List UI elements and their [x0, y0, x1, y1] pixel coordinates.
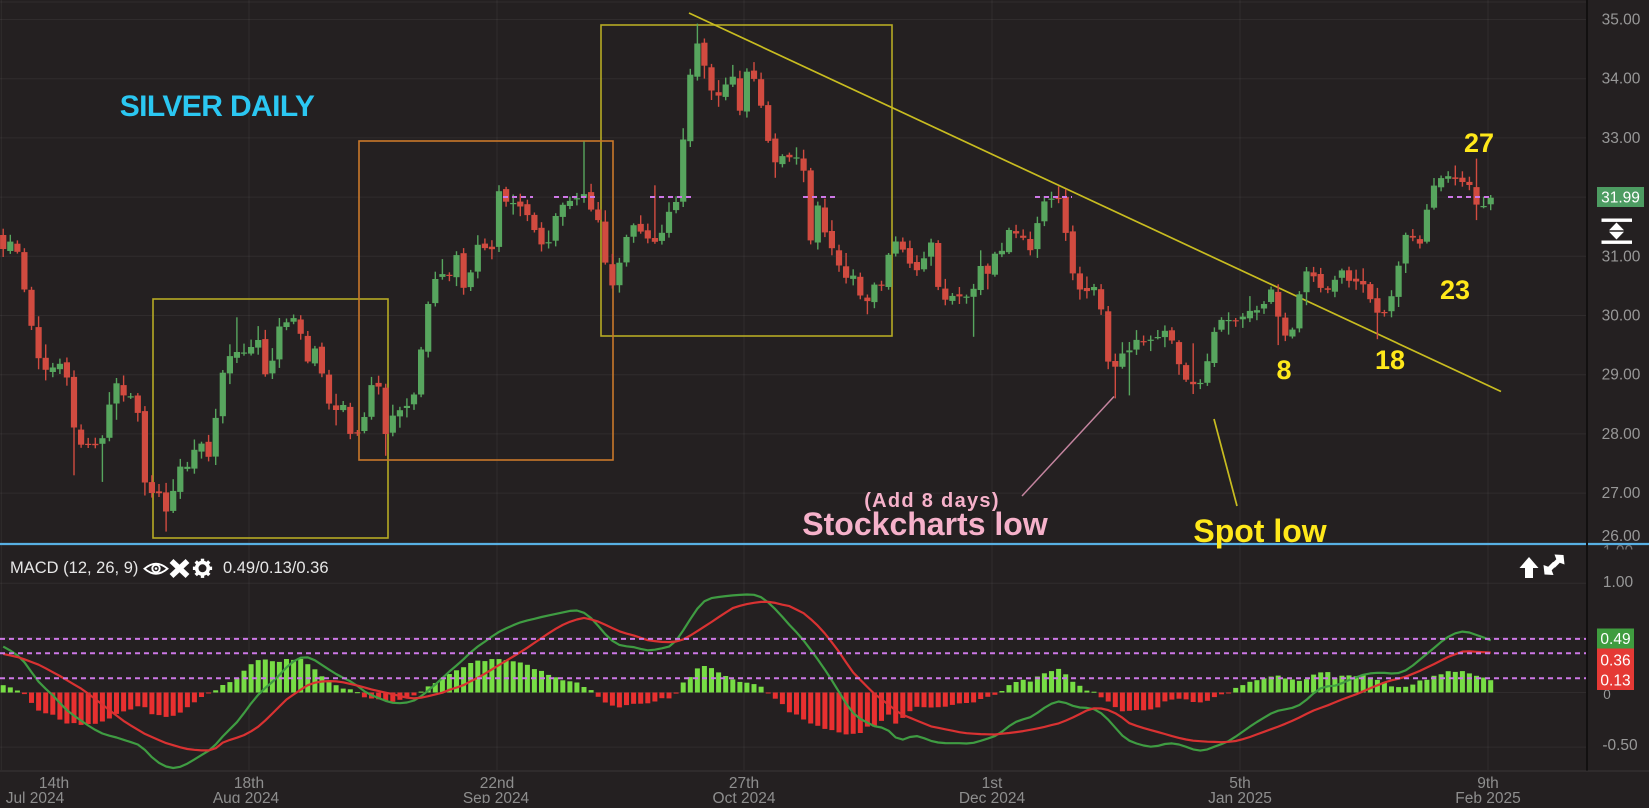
svg-text:1st: 1st: [982, 775, 1003, 792]
svg-text:27.00: 27.00: [1602, 485, 1641, 502]
svg-text:Stockcharts low: Stockcharts low: [802, 506, 1048, 542]
svg-text:22nd: 22nd: [480, 775, 514, 792]
svg-text:23: 23: [1440, 275, 1470, 305]
svg-text:31.99: 31.99: [1601, 190, 1640, 207]
svg-text:18th: 18th: [234, 775, 264, 792]
svg-text:Aug 2024: Aug 2024: [213, 790, 280, 803]
svg-text:30.00: 30.00: [1602, 308, 1641, 325]
svg-text:28.00: 28.00: [1602, 426, 1641, 443]
svg-text:18: 18: [1375, 345, 1405, 375]
svg-text:34.00: 34.00: [1602, 71, 1641, 88]
svg-text:27th: 27th: [729, 775, 759, 792]
svg-text:26.00: 26.00: [1602, 528, 1641, 545]
svg-text:27: 27: [1464, 128, 1494, 158]
svg-text:8: 8: [1276, 355, 1291, 385]
svg-text:MACD (12, 26, 9): MACD (12, 26, 9): [10, 559, 138, 577]
svg-text:5th: 5th: [1229, 775, 1251, 792]
svg-text:Dec 2024: Dec 2024: [959, 790, 1026, 803]
svg-text:0.36: 0.36: [1600, 653, 1630, 670]
svg-text:31.00: 31.00: [1602, 248, 1641, 265]
svg-text:35.00: 35.00: [1602, 12, 1641, 29]
svg-text:-0.50: -0.50: [1602, 737, 1638, 754]
svg-text:Oct 2024: Oct 2024: [713, 790, 776, 803]
svg-text:Spot low: Spot low: [1193, 513, 1326, 549]
svg-text:Jan 2025: Jan 2025: [1208, 790, 1272, 803]
svg-text:14th: 14th: [39, 775, 69, 792]
svg-text:(Add 8 days): (Add 8 days): [864, 490, 1000, 512]
svg-text:33.00: 33.00: [1602, 130, 1641, 147]
svg-text:0.13: 0.13: [1600, 673, 1630, 690]
svg-text:0.49: 0.49: [1600, 631, 1630, 648]
svg-text:1.00: 1.00: [1603, 574, 1634, 591]
svg-text:9th: 9th: [1477, 775, 1499, 792]
svg-text:29.00: 29.00: [1602, 367, 1641, 384]
svg-text:Jul 2024: Jul 2024: [6, 790, 65, 803]
svg-text:Sep 2024: Sep 2024: [463, 790, 530, 803]
svg-text:SILVER DAILY: SILVER DAILY: [120, 90, 315, 123]
svg-text:0: 0: [1603, 687, 1611, 702]
svg-text:0.49/0.13/0.36: 0.49/0.13/0.36: [223, 559, 329, 577]
svg-text:Feb 2025: Feb 2025: [1455, 790, 1521, 803]
